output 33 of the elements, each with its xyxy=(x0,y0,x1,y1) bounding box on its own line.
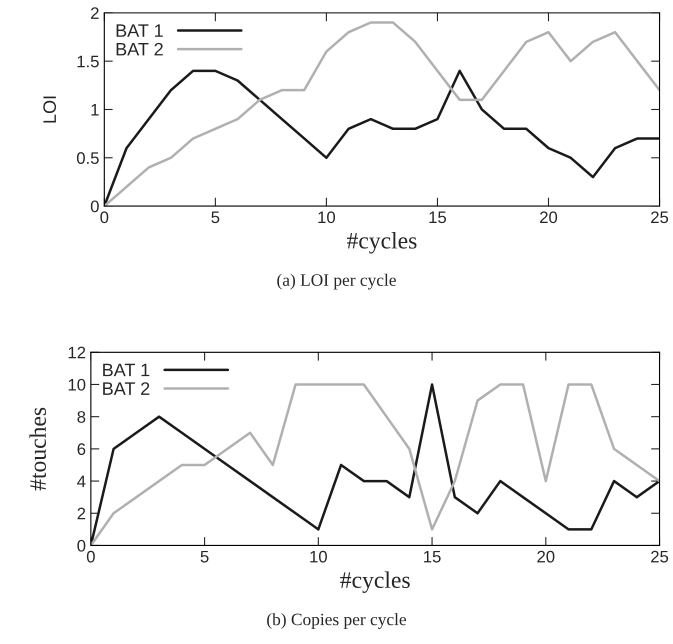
y-axis-title: #touches xyxy=(29,408,46,490)
x-axis-title: #cycles xyxy=(340,571,410,593)
y-tick-label: 6 xyxy=(78,443,86,456)
x-tick-label: 20 xyxy=(537,550,554,563)
y-axis-title: LOI xyxy=(43,96,56,123)
legend-label: BAT 1 xyxy=(116,24,163,37)
x-tick-label: 5 xyxy=(200,550,209,563)
text: (a) LOI per cycle xyxy=(277,274,396,290)
y-tick-label: 1 xyxy=(91,104,99,116)
y-tick-label: 2 xyxy=(91,7,99,19)
legend-label: BAT 1 xyxy=(103,364,150,376)
legend-label: BAT 2 xyxy=(103,382,150,395)
y-tick-label: 2 xyxy=(78,508,86,520)
y-tick-label: 0 xyxy=(77,540,86,552)
y-tick-label: 0.5 xyxy=(76,152,99,164)
x-tick-label: 15 xyxy=(424,550,441,563)
text: (b) Copies per cycle xyxy=(267,613,406,629)
x-tick-label: 25 xyxy=(651,550,668,563)
y-tick-label: 8 xyxy=(77,411,86,423)
y-tick-label: 12 xyxy=(68,346,86,358)
x-tick-label: 20 xyxy=(540,211,558,224)
y-tick-label: 10 xyxy=(68,378,86,391)
x-tick-label: 15 xyxy=(429,212,446,224)
x-tick-label: 10 xyxy=(310,550,327,563)
y-tick-label: 4 xyxy=(77,476,86,488)
x-axis-title: #cycles xyxy=(346,232,416,254)
y-tick-label: 0 xyxy=(90,200,99,212)
x-tick-label: 25 xyxy=(651,211,668,224)
x-tick-label: 0 xyxy=(100,211,108,224)
x-tick-label: 10 xyxy=(318,211,336,224)
y-tick-label: 1.5 xyxy=(78,56,99,68)
x-tick-label: 5 xyxy=(211,212,220,224)
legend-label: BAT 2 xyxy=(116,42,163,56)
